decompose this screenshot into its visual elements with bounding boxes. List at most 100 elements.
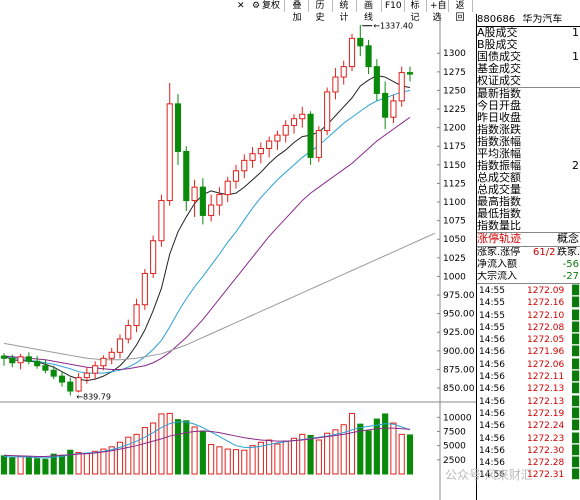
- volume-bar: [67, 449, 74, 475]
- trade-time: 14:55: [479, 322, 505, 333]
- gear-icon[interactable]: ⚙: [252, 1, 261, 11]
- info-row: 最新指数: [477, 87, 580, 100]
- volume-bar: [216, 446, 223, 475]
- ma-line-3: [3, 232, 436, 361]
- candlestick-chart: 1300 1275 1250 1225 1200 1175 1150 1125 1100 1075…: [0, 14, 476, 500]
- candle-body: [92, 365, 99, 374]
- trade-volume-bar: █: [572, 372, 579, 383]
- tick-trades[interactable]: 14:55 1272.09 █ 14:55 1272.16 █ 14:55 1272.10 █ 1…: [477, 283, 580, 482]
- candle-body: [241, 159, 248, 172]
- trade-row: 14:56 1272.23 █: [477, 433, 580, 445]
- trade-volume-bar: █: [572, 433, 579, 444]
- volume-bar: [158, 413, 165, 475]
- toolbar-button-7[interactable]: +自选: [426, 0, 449, 23]
- volume-bar: [406, 434, 414, 475]
- toolbar-button-3[interactable]: 统计: [332, 0, 357, 23]
- info-label: 指数涨幅: [477, 136, 521, 148]
- info-row: 基金成交: [477, 63, 580, 75]
- volume-tick-label: 7500: [443, 428, 466, 438]
- trade-row: 14:56 1272.28 █: [477, 457, 580, 469]
- toolbar-button-4[interactable]: 画线: [356, 0, 382, 23]
- volume-bar: [191, 426, 198, 475]
- toolbar-button-5[interactable]: F10: [381, 0, 405, 12]
- stat-row: 大宗流入 -27: [477, 271, 580, 283]
- chart-toolbar: 复权 叠加 历史 统计 画线 F10 标记 +自选 返回 ⚙ ✕: [0, 0, 580, 23]
- info-value: 2: [572, 160, 579, 172]
- volume-bar: [315, 439, 322, 475]
- trade-volume-bar: █: [572, 359, 579, 370]
- volume-bar: [282, 440, 289, 475]
- toolbar-button-8[interactable]: 返回: [448, 0, 473, 23]
- stat-value: -27: [562, 271, 579, 282]
- candle-body: [324, 91, 331, 132]
- price-tick-label: 1050: [443, 235, 466, 245]
- trade-row: 14:56 1272.24 █: [477, 420, 580, 432]
- volume-bar: [257, 441, 264, 475]
- trade-volume-bar: █: [572, 470, 579, 481]
- index-info-panel: 880686 华为汽车 A股成交 1 B股成交 国债成交 1 基金成交 权证成交 最新指数 今日…: [476, 14, 580, 500]
- trade-volume-bar: █: [572, 445, 579, 456]
- volume-bar: [17, 455, 24, 475]
- trade-row: 14:56 1272.19 █: [477, 408, 580, 420]
- trade-volume-bar: █: [572, 335, 579, 346]
- trade-time: 14:55: [479, 286, 505, 296]
- candle-body: [332, 76, 339, 93]
- toolbar-button-0[interactable]: 复权: [258, 0, 285, 12]
- volume-bar: [0, 455, 8, 475]
- volume-bar: [174, 419, 182, 475]
- candle-body: [174, 103, 182, 152]
- candle-body: [0, 355, 8, 359]
- toolbar-button-2[interactable]: 历史: [308, 0, 333, 23]
- trade-time: 14:56: [479, 359, 505, 370]
- trade-volume-bar: █: [572, 347, 579, 358]
- candle-body: [150, 240, 157, 274]
- trade-volume-bar: █: [572, 310, 579, 321]
- trade-row: 14:56 1272.13 █: [477, 396, 580, 408]
- ma-line-0: [3, 75, 411, 382]
- trade-volume-bar: █: [572, 458, 579, 469]
- candle-body: [75, 377, 82, 392]
- info-row: 指数振幅 2: [477, 160, 580, 172]
- info-label: 今日开盘: [477, 100, 521, 112]
- trade-price: 1272.24: [527, 421, 565, 432]
- trade-price: 1272.05: [527, 335, 565, 346]
- trade-price: 1272.13: [527, 384, 565, 395]
- tab-limit-track[interactable]: 涨停轨迹: [477, 232, 521, 245]
- toolbar-button-6[interactable]: 标记: [404, 0, 427, 23]
- candle-body: [382, 92, 389, 118]
- volume-bar: [183, 420, 190, 475]
- volume-bar: [324, 432, 331, 475]
- stat-label: 大宗流入: [477, 271, 517, 282]
- volume-bar: [274, 443, 281, 475]
- info-label: 最高指数: [477, 196, 521, 208]
- stat-row: 净流入额 -56: [477, 259, 580, 271]
- volume-bar: [348, 412, 356, 475]
- volume-bar: [42, 458, 49, 475]
- candle-body: [183, 150, 190, 202]
- trade-time: 14:56: [479, 372, 505, 383]
- price-tick-label: 1300: [443, 49, 466, 59]
- price-tick-label: 1025: [443, 254, 466, 264]
- tab-concept[interactable]: 概念: [557, 232, 579, 245]
- volume-ma-line-1: [3, 427, 411, 457]
- toolbar-button-1[interactable]: 叠加: [286, 0, 309, 23]
- info-row: A股成交 1: [477, 27, 580, 39]
- trade-time: 14:55: [479, 310, 505, 321]
- price-tick-label: 875.00: [443, 365, 475, 375]
- info-row: B股成交: [477, 39, 580, 51]
- trade-row: 14:55 1272.10 █: [477, 310, 580, 322]
- trade-price: 1272.23: [527, 433, 565, 444]
- volume-bar: [100, 448, 107, 475]
- stat-label: 涨家.涨停: [477, 247, 521, 258]
- stat-value: 61/2: [533, 247, 556, 258]
- trade-time: 14:56: [479, 445, 505, 456]
- trade-time: 14:56: [479, 433, 505, 444]
- price-tick-label: 1250: [443, 86, 466, 96]
- info-label: A股成交: [477, 27, 518, 39]
- candle-body: [191, 186, 198, 202]
- limit-tabs[interactable]: 涨停轨迹 概念: [477, 232, 580, 246]
- info-row: 总成交量: [477, 184, 580, 196]
- close-icon[interactable]: ✕: [237, 1, 245, 11]
- trade-volume-bar: █: [572, 396, 579, 407]
- candle-body: [282, 124, 289, 136]
